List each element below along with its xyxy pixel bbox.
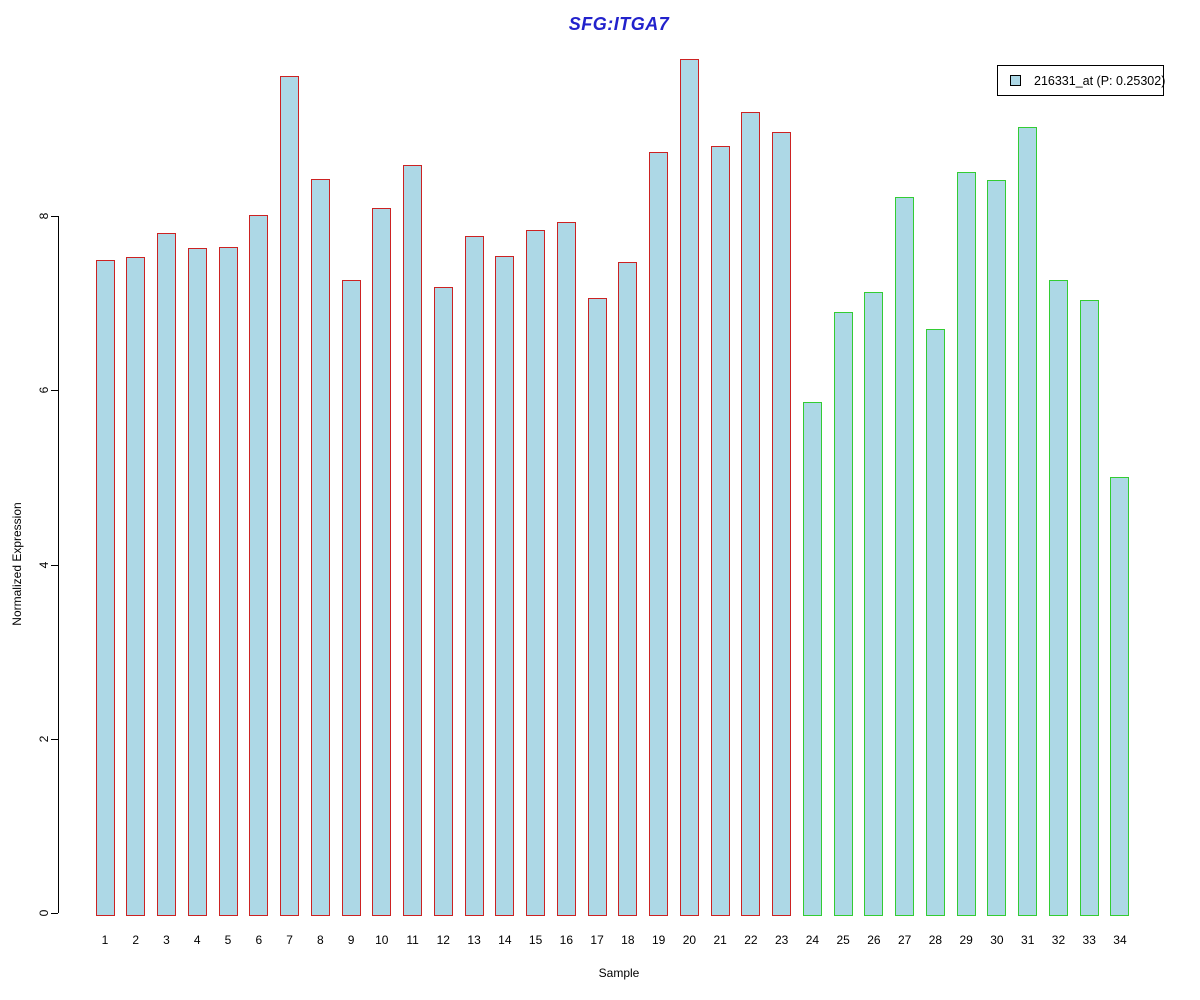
x-tick-label: 29 (959, 933, 973, 947)
x-tick-label: 19 (651, 933, 666, 947)
x-tick-label: 27 (897, 933, 912, 947)
x-tick-label: 5 (224, 933, 232, 947)
bar-sample-6 (249, 215, 269, 916)
bar-sample-4 (187, 248, 207, 916)
legend-box: 216331_at (P: 0.25302) (997, 65, 1166, 96)
bar-sample-3 (157, 233, 176, 916)
x-tick-label: 12 (436, 933, 450, 947)
x-axis-label: Sample (598, 966, 640, 980)
x-tick-label: 20 (682, 933, 697, 947)
y-tick-mark (51, 564, 58, 566)
x-tick-label: 8 (316, 933, 324, 947)
bar-sample-8 (310, 178, 330, 916)
x-tick-label: 24 (805, 933, 820, 947)
y-tick-label: 2 (37, 735, 51, 743)
bar-sample-31 (1018, 127, 1038, 916)
legend-label: 216331_at (P: 0.25302) (1034, 73, 1166, 88)
x-tick-label: 18 (621, 933, 635, 947)
bar-sample-10 (372, 208, 392, 916)
x-tick-label: 33 (1082, 933, 1096, 947)
bar-sample-24 (802, 402, 822, 916)
x-tick-label: 26 (867, 933, 881, 947)
bar-sample-27 (895, 196, 915, 916)
x-tick-label: 17 (590, 933, 604, 947)
y-tick-mark (51, 390, 58, 392)
x-tick-label: 31 (1021, 933, 1035, 947)
bar-sample-12 (433, 287, 453, 916)
x-tick-label: 11 (406, 933, 419, 947)
x-tick-label: 10 (375, 933, 389, 947)
x-tick-label: 4 (193, 933, 201, 947)
bar-sample-25 (833, 311, 853, 916)
x-tick-label: 23 (774, 933, 789, 947)
bar-sample-32 (1048, 279, 1068, 916)
y-axis-line (58, 216, 59, 913)
x-tick-label: 16 (559, 933, 574, 947)
x-tick-label: 15 (528, 933, 543, 947)
bar-sample-11 (403, 165, 423, 916)
bar-sample-15 (526, 229, 546, 916)
bar-sample-26 (864, 291, 884, 916)
x-tick-label: 22 (744, 933, 758, 947)
bar-sample-7 (280, 75, 300, 916)
bar-sample-33 (1079, 299, 1099, 916)
bar-sample-5 (218, 247, 238, 916)
bar-sample-16 (556, 222, 576, 916)
x-tick-label: 30 (990, 933, 1004, 947)
bar-sample-9 (341, 279, 361, 916)
bar-sample-34 (1110, 477, 1130, 916)
x-tick-label: 14 (498, 933, 512, 947)
x-tick-label: 13 (467, 933, 481, 947)
bar-sample-22 (741, 112, 761, 916)
bar-sample-21 (710, 146, 730, 916)
bar-sample-19 (649, 152, 669, 916)
x-tick-label: 6 (255, 933, 263, 947)
y-axis-label: Normalized Expression (10, 502, 24, 626)
bar-sample-29 (956, 172, 976, 916)
x-tick-label: 7 (286, 933, 293, 947)
y-tick-label: 0 (37, 909, 51, 917)
y-tick-mark (51, 216, 58, 217)
bar-sample-14 (495, 256, 515, 916)
y-tick-mark (51, 738, 58, 740)
y-tick-label: 6 (37, 386, 51, 394)
x-tick-label: 28 (928, 933, 943, 947)
x-tick-label: 9 (347, 933, 355, 947)
bar-sample-30 (987, 180, 1007, 916)
x-tick-label: 25 (836, 933, 850, 947)
bar-sample-18 (618, 262, 638, 916)
bar-sample-20 (679, 59, 699, 916)
bar-sample-13 (464, 236, 484, 916)
x-tick-label: 21 (713, 933, 727, 947)
bar-sample-23 (772, 132, 792, 916)
bar-sample-2 (126, 256, 146, 916)
x-tick-label: 3 (163, 933, 170, 947)
x-tick-label: 1 (101, 933, 109, 947)
bar-sample-28 (925, 329, 945, 916)
y-tick-mark (51, 913, 58, 914)
bar-sample-17 (587, 297, 607, 916)
x-tick-label: 34 (1113, 933, 1127, 947)
legend-swatch-icon (1010, 75, 1021, 86)
y-tick-label: 8 (37, 212, 51, 220)
bar-sample-1 (95, 260, 115, 916)
y-tick-label: 4 (37, 561, 51, 568)
x-tick-label: 32 (1051, 933, 1066, 947)
chart-title: SFG:ITGA7 (568, 14, 670, 34)
x-tick-label: 2 (132, 933, 140, 947)
